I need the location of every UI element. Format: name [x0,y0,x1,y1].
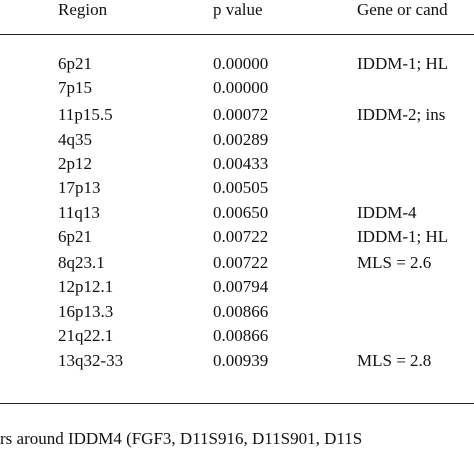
footnote: rs around IDDM4 (FGF3, D11S916, D11S901,… [0,429,363,448]
cell-region: 8q23.1 [58,253,105,272]
table-row: 16p13.3 0.00866 [0,300,474,324]
cell-gene: MLS = 2.8 [357,351,432,370]
cell-gene: IDDM-2; ins [357,105,446,124]
cell-p-value: 0.00289 [213,130,269,149]
table-row: 8q23.1 0.00722 MLS = 2.6 [0,251,474,275]
table-row: 12p12.1 0.00794 [0,275,474,299]
cell-region: 16p13.3 [58,302,114,321]
cell-p-value: 0.00072 [213,105,269,124]
cell-region: 11q13 [58,203,100,222]
header-rule [0,34,474,35]
header-p-value: p value [213,0,263,19]
cell-gene: MLS = 2.6 [357,253,432,272]
cell-p-value: 0.00794 [213,277,269,296]
table-row: 11p15.5 0.00072 IDDM-2; ins [0,103,474,127]
cell-gene: IDDM-1; HL [357,227,449,246]
cell-gene: IDDM-1; HL [357,54,449,73]
cell-p-value: 0.00722 [213,227,269,246]
cell-p-value: 0.00505 [213,178,269,197]
table-row: 6p21 0.00722 IDDM-1; HL [0,225,474,249]
cell-p-value: 0.00650 [213,203,269,222]
cell-p-value: 0.00866 [213,302,269,321]
table-row: 4q35 0.00289 [0,128,474,152]
cell-p-value: 0.00866 [213,326,269,345]
cell-gene: IDDM-4 [357,203,417,222]
header-region: Region [58,0,108,19]
header-gene: Gene or cand [357,0,448,19]
cell-region: 4q35 [58,130,92,149]
cell-region: 21q22.1 [58,326,114,345]
cell-region: 6p21 [58,227,92,246]
table-row: 2p12 0.00433 [0,152,474,176]
cell-region: 17p13 [58,178,101,197]
cell-p-value: 0.00000 [213,54,269,73]
cell-region: 7p15 [58,78,92,97]
table-row: 17p13 0.00505 [0,176,474,200]
table-row: 7p15 0.00000 [0,76,474,100]
cell-region: 11p15.5 [58,105,113,124]
cell-region: 6p21 [58,54,92,73]
table-row: 13q32-33 0.00939 MLS = 2.8 [0,349,474,373]
table-row: 11q13 0.00650 IDDM-4 [0,201,474,225]
cell-p-value: 0.00000 [213,78,269,97]
cell-p-value: 0.00722 [213,253,269,272]
cell-region: 2p12 [58,154,92,173]
cell-region: 12p12.1 [58,277,114,296]
table-row: 21q22.1 0.00866 [0,324,474,348]
table-bottom-rule [0,403,474,404]
table-row: 6p21 0.00000 IDDM-1; HL [0,52,474,76]
cell-region: 13q32-33 [58,351,124,370]
cell-p-value: 0.00939 [213,351,269,370]
cell-p-value: 0.00433 [213,154,269,173]
